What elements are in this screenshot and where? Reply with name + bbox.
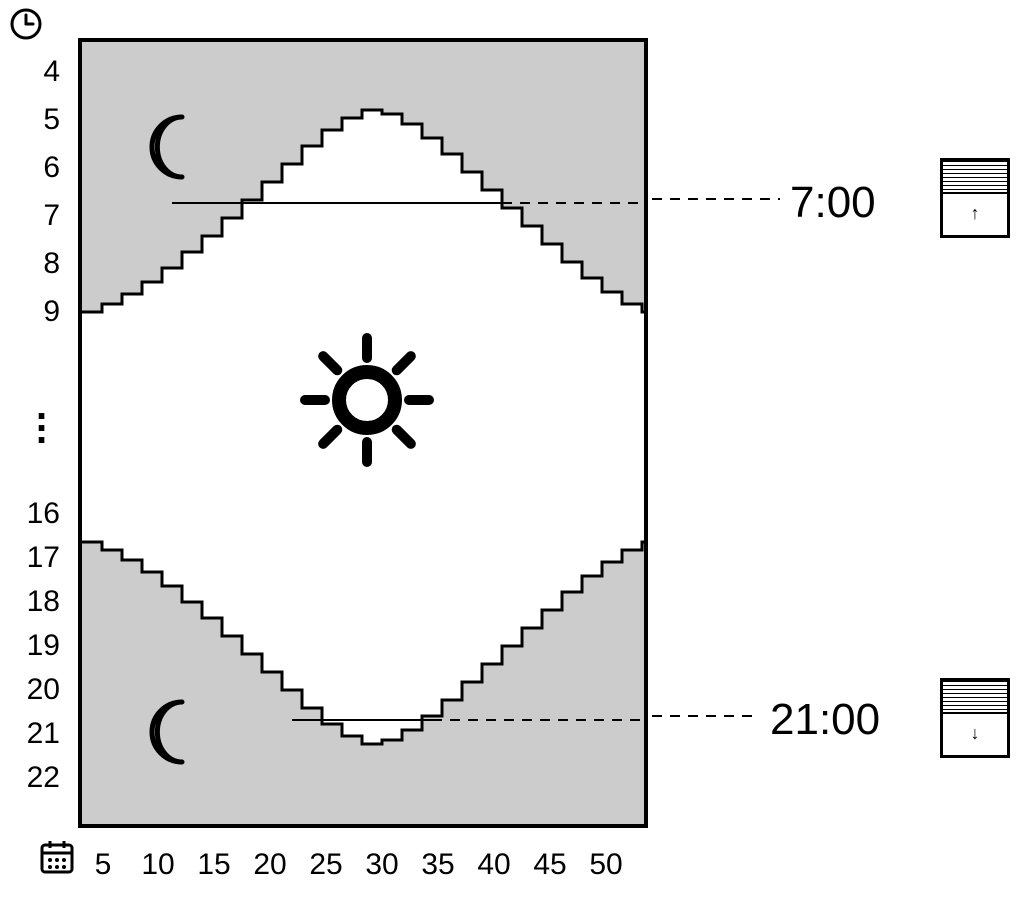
y-tick: 7: [20, 199, 60, 233]
shutter-slats: [943, 681, 1007, 714]
open-time-label: 7:00: [790, 178, 876, 228]
close-time-label: 21:00: [770, 695, 880, 745]
y-tick: 6: [20, 151, 60, 185]
clock-icon: [8, 6, 44, 47]
x-tick: 25: [306, 848, 346, 882]
arrow-up-icon: ↑: [971, 203, 980, 224]
y-axis-ellipsis: ...: [36, 400, 47, 436]
x-tick: 20: [250, 848, 290, 882]
y-tick: 8: [20, 247, 60, 281]
calendar-icon: [38, 838, 76, 881]
y-tick: 17: [20, 541, 60, 575]
y-tick: 4: [20, 55, 60, 89]
chart-svg: [82, 42, 648, 828]
x-tick: 40: [474, 848, 514, 882]
y-tick: 19: [20, 629, 60, 663]
diagram-container: 4 5 6 7 8 9 ... 16 17 18 19 20 21 22: [0, 0, 1024, 913]
shutter-slats: [943, 161, 1007, 194]
x-tick: 30: [362, 848, 402, 882]
x-tick: 15: [194, 848, 234, 882]
y-tick: 9: [20, 295, 60, 329]
sun-icon: [305, 338, 429, 462]
chart-plot-area: [78, 38, 648, 828]
y-tick: 16: [20, 497, 60, 531]
shutter-open-icon: ↑: [940, 158, 1010, 238]
y-tick: 18: [20, 585, 60, 619]
x-tick: 45: [530, 848, 570, 882]
y-tick: 22: [20, 761, 60, 795]
shutter-close-icon: ↓: [940, 678, 1010, 758]
x-tick: 5: [88, 848, 118, 882]
x-tick: 50: [586, 848, 626, 882]
arrow-down-icon: ↓: [971, 723, 980, 744]
y-tick: 20: [20, 673, 60, 707]
x-tick: 10: [138, 848, 178, 882]
y-tick: 5: [20, 103, 60, 137]
y-tick: 21: [20, 717, 60, 751]
x-tick: 35: [418, 848, 458, 882]
